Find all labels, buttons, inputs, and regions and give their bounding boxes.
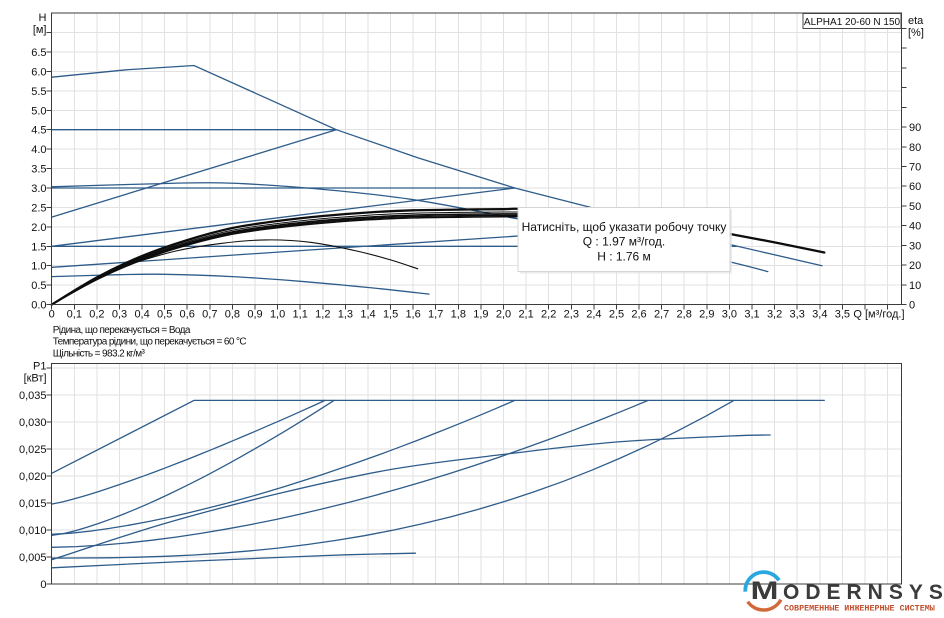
svg-text:0.5: 0.5 bbox=[31, 280, 46, 292]
svg-text:3,4: 3,4 bbox=[812, 309, 827, 321]
svg-text:2.5: 2.5 bbox=[31, 202, 46, 214]
svg-text:1,0: 1,0 bbox=[270, 309, 285, 321]
svg-text:6.0: 6.0 bbox=[31, 66, 46, 78]
svg-text:1,9: 1,9 bbox=[473, 309, 488, 321]
svg-text:40: 40 bbox=[909, 221, 921, 233]
svg-text:1.0: 1.0 bbox=[31, 261, 46, 273]
svg-text:2,3: 2,3 bbox=[564, 309, 579, 321]
svg-text:6.5: 6.5 bbox=[31, 47, 46, 59]
svg-text:[кВт]: [кВт] bbox=[24, 373, 47, 385]
svg-text:1,6: 1,6 bbox=[405, 309, 420, 321]
svg-text:70: 70 bbox=[909, 162, 921, 174]
svg-text:M: M bbox=[751, 577, 779, 605]
svg-text:0,7: 0,7 bbox=[202, 309, 217, 321]
svg-text:10: 10 bbox=[909, 280, 921, 292]
svg-text:Н : 1.76 м: Н : 1.76 м bbox=[597, 249, 651, 263]
svg-text:0,035: 0,035 bbox=[19, 390, 47, 402]
svg-text:1,7: 1,7 bbox=[428, 309, 443, 321]
svg-text:0,010: 0,010 bbox=[19, 525, 47, 537]
svg-text:0,8: 0,8 bbox=[225, 309, 240, 321]
svg-text:0,1: 0,1 bbox=[67, 309, 82, 321]
svg-text:0: 0 bbox=[909, 300, 915, 312]
svg-text:1,3: 1,3 bbox=[338, 309, 353, 321]
svg-text:0,5: 0,5 bbox=[157, 309, 172, 321]
svg-text:H: H bbox=[39, 12, 47, 24]
svg-text:80: 80 bbox=[909, 142, 921, 154]
svg-text:2,7: 2,7 bbox=[654, 309, 669, 321]
svg-text:3,1: 3,1 bbox=[744, 309, 759, 321]
svg-text:2,8: 2,8 bbox=[677, 309, 692, 321]
svg-text:0,3: 0,3 bbox=[112, 309, 127, 321]
svg-text:2,0: 2,0 bbox=[496, 309, 511, 321]
svg-text:1.5: 1.5 bbox=[31, 241, 46, 253]
svg-text:30: 30 bbox=[909, 240, 921, 252]
svg-text:0: 0 bbox=[40, 579, 46, 591]
svg-text:3,2: 3,2 bbox=[767, 309, 782, 321]
svg-text:СОВРЕМЕННЫЕ ИНЖЕНЕРНЫЕ СИСТЕМЫ: СОВРЕМЕННЫЕ ИНЖЕНЕРНЫЕ СИСТЕМЫ bbox=[784, 604, 935, 614]
svg-text:P1: P1 bbox=[33, 361, 46, 373]
svg-text:2,4: 2,4 bbox=[586, 309, 601, 321]
svg-text:1,5: 1,5 bbox=[383, 309, 398, 321]
svg-text:0,4: 0,4 bbox=[134, 309, 149, 321]
svg-text:5.0: 5.0 bbox=[31, 105, 46, 117]
svg-text:20: 20 bbox=[909, 260, 921, 272]
svg-text:3.0: 3.0 bbox=[31, 183, 46, 195]
svg-text:Температура рідини, що перекач: Температура рідини, що перекачується = 6… bbox=[53, 337, 247, 348]
svg-text:60: 60 bbox=[909, 181, 921, 193]
svg-text:Q : 1.97 м³/год.: Q : 1.97 м³/год. bbox=[583, 235, 665, 249]
svg-text:0.0: 0.0 bbox=[31, 300, 46, 312]
svg-text:50: 50 bbox=[909, 201, 921, 213]
svg-text:0,2: 0,2 bbox=[89, 309, 104, 321]
svg-text:3.5: 3.5 bbox=[31, 164, 46, 176]
svg-text:Рідина, що перекачується = Вод: Рідина, що перекачується = Вода bbox=[53, 325, 191, 336]
svg-text:0,020: 0,020 bbox=[19, 471, 47, 483]
svg-text:90: 90 bbox=[909, 122, 921, 134]
svg-text:3,5: 3,5 bbox=[835, 309, 850, 321]
svg-text:0,9: 0,9 bbox=[247, 309, 262, 321]
svg-text:2,9: 2,9 bbox=[699, 309, 714, 321]
svg-text:0,6: 0,6 bbox=[180, 309, 195, 321]
svg-text:2,1: 2,1 bbox=[518, 309, 533, 321]
svg-text:Щільність = 983.2 кг/м³: Щільність = 983.2 кг/м³ bbox=[53, 348, 146, 359]
svg-text:ALPHA1 20-60 N 150: ALPHA1 20-60 N 150 bbox=[804, 17, 901, 28]
svg-text:4.0: 4.0 bbox=[31, 144, 46, 156]
svg-text:Натисніть, щоб указати робочу: Натисніть, щоб указати робочу точку bbox=[522, 220, 727, 234]
svg-text:0,015: 0,015 bbox=[19, 498, 47, 510]
svg-text:0: 0 bbox=[49, 309, 55, 321]
svg-text:[%]: [%] bbox=[908, 27, 924, 39]
svg-text:3,3: 3,3 bbox=[790, 309, 805, 321]
svg-text:2,2: 2,2 bbox=[541, 309, 556, 321]
svg-text:0,005: 0,005 bbox=[19, 552, 47, 564]
svg-text:5.5: 5.5 bbox=[31, 86, 46, 98]
svg-text:2,6: 2,6 bbox=[631, 309, 646, 321]
svg-text:2.0: 2.0 bbox=[31, 222, 46, 234]
svg-text:1,8: 1,8 bbox=[451, 309, 466, 321]
svg-text:[м]: [м] bbox=[33, 24, 47, 36]
svg-text:0,025: 0,025 bbox=[19, 444, 47, 456]
svg-text:3,0: 3,0 bbox=[722, 309, 737, 321]
svg-text:ODERNSYS: ODERNSYS bbox=[783, 581, 944, 604]
svg-text:4.5: 4.5 bbox=[31, 125, 46, 137]
svg-text:1,1: 1,1 bbox=[293, 309, 308, 321]
svg-text:0,030: 0,030 bbox=[19, 417, 47, 429]
svg-text:1,2: 1,2 bbox=[315, 309, 330, 321]
svg-text:eta: eta bbox=[908, 15, 924, 27]
svg-text:2,5: 2,5 bbox=[609, 309, 624, 321]
svg-text:Q [м³/год.]: Q [м³/год.] bbox=[853, 309, 904, 321]
svg-text:1,4: 1,4 bbox=[360, 309, 375, 321]
